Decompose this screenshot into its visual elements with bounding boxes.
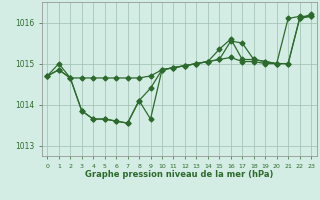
X-axis label: Graphe pression niveau de la mer (hPa): Graphe pression niveau de la mer (hPa) xyxy=(85,170,273,179)
